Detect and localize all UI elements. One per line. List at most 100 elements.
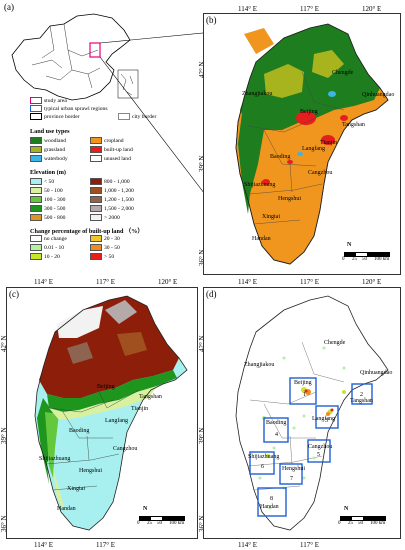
legend-built-up: built-up land xyxy=(90,146,133,153)
legend-elev-9: 1,500 - 2,000 xyxy=(90,205,134,212)
sprawl-box-number-5: 5 xyxy=(317,452,320,458)
panel-d-top-tick-2: 117° E xyxy=(300,278,320,286)
panel-b-city-shijiazhuang: Shijiazhuang xyxy=(244,182,276,188)
panel-c-bottom-tick-1: 114° E xyxy=(34,541,54,549)
panel-d-scale-0: 0 xyxy=(338,521,341,526)
panel-d-scale-25: 25 xyxy=(348,521,353,526)
panel-b-city-baoding: Baoding xyxy=(270,154,291,160)
woodland-north xyxy=(240,24,380,130)
panel-b-city-cangzhou: Cangzhou xyxy=(308,170,333,176)
sprawl-box-2 xyxy=(351,383,373,405)
panel-d-city-tangshan: Tangshan xyxy=(350,398,373,404)
panel-c-city-beijing: Beijing xyxy=(97,384,115,390)
panel-b-city-xingtai: Xingtai xyxy=(262,214,280,220)
panel-b-label: (b) xyxy=(206,15,217,25)
legend-change-30-50: 30 - 50 xyxy=(90,244,120,251)
panel-d-label: (d) xyxy=(206,289,217,299)
panel-d-city-handan: Handan xyxy=(260,504,279,510)
sprawl-box-7 xyxy=(279,463,303,485)
sprawl-box-4 xyxy=(263,417,289,443)
panel-d-city-shijiazhuang: Shijiazhuang xyxy=(248,454,280,460)
panel-d-scale-100: 100 km xyxy=(370,521,386,526)
change-legend-title: Change percentage of built-up land （%） xyxy=(30,228,144,235)
legend-change-none: no change xyxy=(30,235,67,242)
sprawl-box-5 xyxy=(307,439,331,463)
panel-b-city-beijing: Beijing xyxy=(300,109,318,115)
city-swatch xyxy=(118,113,130,120)
panel-c-scale-25: 25 xyxy=(147,521,152,526)
panel-d-top-tick-1: 114° E xyxy=(238,278,258,286)
panel-d-city-chengde: Chengde xyxy=(324,340,346,346)
panel-c-bottom-tick-2: 117° E xyxy=(96,541,116,549)
beijing-urban xyxy=(296,111,316,125)
sprawl-box-1 xyxy=(289,377,317,405)
woodland-west xyxy=(238,98,264,214)
legend-change-0-10: 0.01 - 10 xyxy=(30,244,64,251)
panel-b-city-tangshan: Tangshan xyxy=(342,122,365,128)
legend-change-10-20: 10 - 20 xyxy=(30,253,60,260)
panel-b-city-hengshui: Hengshui xyxy=(278,196,301,202)
panel-b-city-handan: Handan xyxy=(252,236,271,242)
panel-b-city-chengde: Chengde xyxy=(332,70,354,76)
foothill-band xyxy=(47,370,177,412)
panel-b-top-tick-2: 117° E xyxy=(300,5,320,13)
change-legend: no change 20 - 30 0.01 - 10 30 - 50 10 -… xyxy=(30,235,200,263)
panel-d-city-beijing: Beijing xyxy=(294,380,312,386)
panel-d-scale-50: 50 xyxy=(358,521,363,526)
grassland-1 xyxy=(264,64,304,98)
panel-b-city-langfang: Langfang xyxy=(302,146,325,152)
legend-study-area: study area xyxy=(30,97,67,104)
panel-b-scale-bar xyxy=(344,252,390,257)
sprawl-box-6 xyxy=(249,451,275,475)
china-overview-map xyxy=(11,13,139,101)
panel-b-north-arrow: N xyxy=(347,242,352,248)
panel-d-top-tick-3: 120° E xyxy=(362,278,382,286)
reservoir xyxy=(328,91,336,97)
legend-woodland: woodland xyxy=(30,137,66,144)
legend-elev-8: 1,200 - 1,500 xyxy=(90,196,134,203)
sprawl-box-3 xyxy=(315,405,339,429)
panel-d-city-cangzhou: Cangzhou xyxy=(308,444,333,450)
legend-grassland: grassland xyxy=(30,146,65,153)
panel-c-city-tianjin: Tianjin xyxy=(131,406,149,412)
legend-waterbody: waterbody xyxy=(30,155,68,162)
panel-b-city-tianjin: Tianjin xyxy=(320,140,338,146)
legend-elev-2: 50 - 100 xyxy=(30,187,63,194)
legend-elev-7: 1,000 - 1,200 xyxy=(90,187,134,194)
grassland-2 xyxy=(312,50,344,78)
sprawl-box-number-6: 6 xyxy=(261,464,264,470)
panel-b-city-qinhuangdao: Qinhuangdao xyxy=(362,92,395,98)
panel-d-north-arrow: N xyxy=(344,506,349,512)
legend-elev-10: > 2000 xyxy=(90,214,120,221)
panel-c-top-tick-1: 114° E xyxy=(34,278,54,286)
panel-d-city-langfang: Langfang xyxy=(312,416,335,422)
panel-c-label: (c) xyxy=(9,289,19,299)
sprawl-box-number-7: 7 xyxy=(290,476,293,482)
plateau-high xyxy=(57,306,103,338)
sprawl-box-number-1: 1 xyxy=(303,392,306,398)
legend-elev-1: < 50 xyxy=(30,178,54,185)
legend-elev-6: 800 - 1,000 xyxy=(90,178,130,185)
panel-c-scale-bar xyxy=(139,516,185,521)
panel-b-scale-25: 25 xyxy=(352,257,357,262)
panel-c-scale-100: 100 km xyxy=(169,521,185,526)
legend-elev-4: 300 - 500 xyxy=(30,205,65,212)
panel-c-scale-50: 50 xyxy=(157,521,162,526)
panel-c-city-baoding: Baoding xyxy=(69,428,90,434)
panel-d-city-baoding: Baoding xyxy=(266,420,287,426)
sprawl-box-8 xyxy=(257,487,287,517)
panel-c-elevation-map: (c) Beijing Tangshan Tianjin Langfang Ba… xyxy=(6,287,198,539)
panel-c-north-arrow: N xyxy=(143,506,148,512)
panel-d-city-hengshui: Hengshui xyxy=(282,466,305,472)
cropland-north xyxy=(244,28,274,54)
panel-b-scale-50: 50 xyxy=(362,257,367,262)
panel-c-city-handan: Handan xyxy=(57,506,76,512)
panel-b-scale-100: 100 km xyxy=(374,257,390,262)
panel-d-bottom-tick-1: 114° E xyxy=(238,541,258,549)
elevation-legend-title: Elevation (m) xyxy=(30,169,66,176)
panel-d-scale-bar xyxy=(340,516,386,521)
study-area-marker xyxy=(89,42,101,58)
legend-change-20-30: 20 - 30 xyxy=(90,235,120,242)
panel-c-city-langfang: Langfang xyxy=(105,418,128,424)
legend-cropland: cropland xyxy=(90,137,124,144)
